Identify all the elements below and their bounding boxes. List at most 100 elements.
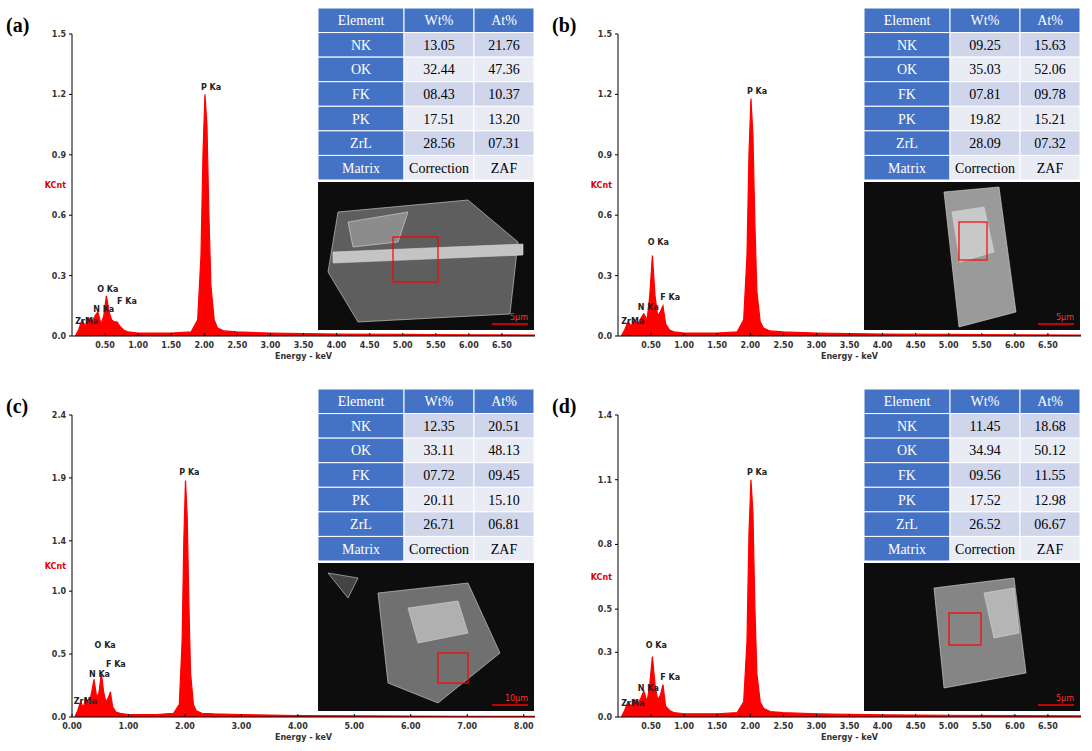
table-cell bbox=[1020, 389, 1080, 414]
table-text: 32.44 bbox=[423, 62, 455, 77]
table-text: 18.68 bbox=[1034, 419, 1066, 434]
analysis-area bbox=[438, 653, 468, 683]
table-text: 12.98 bbox=[1034, 493, 1066, 508]
sem-image: 5µm bbox=[864, 182, 1080, 330]
y-tick-label: 0.0 bbox=[52, 332, 67, 341]
y-axis bbox=[72, 415, 73, 717]
x-axis bbox=[72, 717, 535, 718]
table-cell bbox=[1020, 414, 1080, 439]
spectrum-line bbox=[621, 98, 1081, 336]
x-tick-label: 2.00 bbox=[740, 722, 760, 731]
table-text: 15.63 bbox=[1034, 38, 1066, 53]
y-tick bbox=[615, 652, 618, 653]
sem-particle bbox=[952, 207, 994, 262]
table-cell bbox=[1020, 536, 1080, 561]
table-text: OK bbox=[897, 62, 917, 77]
x-tick bbox=[336, 333, 337, 336]
table-header: Element bbox=[338, 394, 385, 409]
x-tick-label: 6.00 bbox=[401, 722, 421, 731]
analysis-area bbox=[959, 222, 987, 260]
y-tick-label: 1.0 bbox=[52, 587, 67, 596]
x-tick-label: 7.00 bbox=[457, 722, 477, 731]
x-tick-label: 3.00 bbox=[807, 722, 827, 731]
x-tick bbox=[882, 714, 883, 717]
y-tick bbox=[615, 94, 618, 95]
x-tick bbox=[783, 333, 784, 336]
table-text: 21.76 bbox=[488, 38, 520, 53]
table-cell bbox=[950, 33, 1020, 58]
table-cell bbox=[318, 438, 404, 463]
x-tick bbox=[128, 714, 129, 717]
table-text: 09.45 bbox=[488, 468, 520, 483]
table-cell bbox=[404, 106, 474, 131]
table: ElementWt%At%NK09.2515.63OK35.0352.06FK0… bbox=[864, 8, 1080, 180]
x-tick-label: 6.00 bbox=[459, 341, 479, 350]
spectrum-line bbox=[75, 480, 535, 717]
x-tick bbox=[915, 714, 916, 717]
x-tick-label: 4.50 bbox=[906, 722, 926, 731]
table-text: 34.94 bbox=[969, 443, 1001, 458]
peak-label: ZrMa bbox=[621, 699, 644, 708]
table-text: 07.81 bbox=[969, 87, 1001, 102]
table-text: 07.32 bbox=[1034, 136, 1066, 151]
peak-label: ZrMa bbox=[74, 697, 97, 706]
y-tick bbox=[615, 415, 618, 416]
scale-bar-label: 5µm bbox=[1056, 313, 1074, 322]
x-tick-label: 0.00 bbox=[62, 722, 82, 731]
table-text: 12.35 bbox=[423, 419, 455, 434]
table-text: 08.43 bbox=[423, 87, 455, 102]
x-tick-label: 3.00 bbox=[261, 341, 281, 350]
table-text: 10.37 bbox=[488, 87, 520, 102]
y-axis bbox=[72, 34, 73, 336]
y-axis-title: KCnt bbox=[45, 562, 66, 571]
table-cell bbox=[1020, 82, 1080, 107]
plot-area bbox=[75, 480, 535, 717]
x-tick-label: 1.50 bbox=[707, 722, 727, 731]
table-cell bbox=[318, 414, 404, 439]
y-tick-label: 0.6 bbox=[598, 211, 613, 220]
x-tick-label: 1.00 bbox=[128, 341, 148, 350]
table-cell bbox=[318, 131, 404, 156]
x-tick bbox=[523, 714, 524, 717]
x-tick-label: 5.00 bbox=[939, 722, 959, 731]
table-cell bbox=[318, 389, 404, 414]
x-tick bbox=[270, 333, 271, 336]
x-tick bbox=[651, 333, 652, 336]
x-tick-label: 5.00 bbox=[393, 341, 413, 350]
table-text: ZrL bbox=[896, 517, 918, 532]
spectrum-line bbox=[621, 480, 1081, 717]
x-tick-label: 5.00 bbox=[344, 722, 364, 731]
y-tick-label: 0.3 bbox=[52, 272, 66, 281]
table-text: ZAF bbox=[1037, 161, 1064, 176]
table-cell bbox=[864, 8, 950, 33]
x-tick bbox=[303, 333, 304, 336]
table-cell bbox=[864, 131, 950, 156]
x-tick bbox=[72, 714, 73, 717]
table-text: OK bbox=[351, 443, 371, 458]
x-tick-label: 1.00 bbox=[119, 722, 139, 731]
y-tick bbox=[615, 275, 618, 276]
sem-background bbox=[318, 563, 534, 711]
y-tick-label: 1.4 bbox=[52, 537, 67, 546]
x-tick bbox=[1047, 714, 1048, 717]
peak-label: N Ka bbox=[638, 303, 659, 312]
table: ElementWt%At%NK12.3520.51OK33.1148.13FK0… bbox=[318, 389, 534, 561]
table-header: At% bbox=[1037, 394, 1063, 409]
peak-label: F Ka bbox=[106, 660, 126, 669]
table-cell bbox=[318, 512, 404, 537]
peak-label: O Ka bbox=[646, 641, 667, 650]
table-text: Correction bbox=[955, 161, 1015, 176]
table-cell bbox=[474, 512, 534, 537]
peak-label: P Ka bbox=[179, 468, 199, 477]
y-tick-label: 1.4 bbox=[598, 411, 613, 420]
table-text: 20.51 bbox=[488, 419, 520, 434]
scale-bar bbox=[1038, 323, 1074, 325]
x-axis-title: Energy - keV bbox=[821, 733, 879, 742]
x-tick bbox=[816, 333, 817, 336]
y-tick bbox=[615, 154, 618, 155]
y-tick bbox=[69, 477, 72, 478]
table-text: 48.13 bbox=[488, 443, 520, 458]
peak-label: ZrMa bbox=[621, 317, 644, 326]
table-text: Correction bbox=[409, 542, 469, 557]
x-tick bbox=[981, 714, 982, 717]
